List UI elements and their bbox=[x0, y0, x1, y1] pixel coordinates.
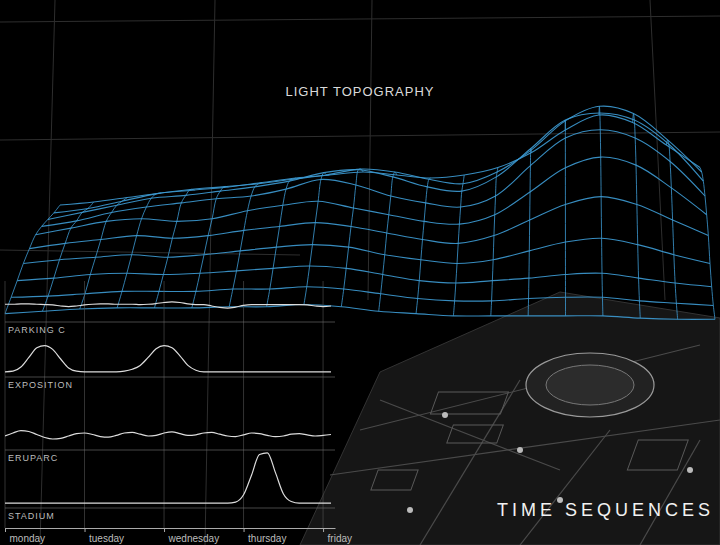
map-road bbox=[360, 345, 700, 430]
tick-label: thursday bbox=[248, 533, 286, 544]
mesh-column bbox=[565, 120, 566, 316]
grid-line bbox=[323, 281, 324, 528]
map-road bbox=[330, 420, 720, 475]
series-line bbox=[5, 431, 331, 439]
map-road bbox=[420, 380, 520, 545]
mesh-row bbox=[29, 197, 708, 249]
mesh-column bbox=[304, 173, 330, 305]
series-label: PARKING C bbox=[8, 325, 66, 335]
tick-mark bbox=[244, 528, 245, 532]
tick-label: friday bbox=[328, 533, 352, 544]
series-label: EXPOSITION bbox=[8, 380, 73, 390]
map-road bbox=[520, 430, 610, 545]
mesh-row bbox=[5, 304, 715, 319]
series-line bbox=[5, 302, 331, 308]
mesh-row bbox=[17, 266, 711, 287]
x-axis: monday tuesday wednesday thursday friday bbox=[6, 528, 353, 544]
mesh-column bbox=[491, 168, 498, 316]
mesh-row bbox=[23, 238, 710, 263]
series-line bbox=[5, 346, 331, 372]
map-light bbox=[407, 507, 413, 513]
tick-label: tuesday bbox=[89, 533, 124, 544]
series-line bbox=[5, 453, 331, 503]
background bbox=[0, 0, 720, 545]
series-labels: PARKING C EXPOSITION ERUPARC STADIUM bbox=[5, 322, 335, 521]
backdrop-line bbox=[40, 0, 55, 545]
series-label: ERUPARC bbox=[8, 453, 58, 463]
map-building bbox=[627, 440, 688, 470]
mesh-column bbox=[599, 106, 603, 316]
backdrop-line bbox=[650, 0, 665, 300]
site-map bbox=[300, 292, 720, 545]
tick-mark bbox=[323, 528, 324, 532]
map-stadium-field bbox=[546, 365, 634, 405]
mesh-column bbox=[416, 178, 430, 314]
mesh-row bbox=[36, 157, 707, 235]
surface-mesh bbox=[5, 106, 715, 319]
map-stadium bbox=[526, 353, 654, 417]
strip-rule bbox=[5, 450, 335, 451]
mesh-column bbox=[229, 183, 262, 307]
backdrop-line bbox=[368, 0, 372, 300]
grid-line bbox=[5, 281, 6, 528]
tick-label: monday bbox=[10, 533, 46, 544]
map-light bbox=[687, 467, 693, 473]
tick: friday bbox=[324, 528, 352, 544]
chart-title: LIGHT TOPOGRAPHY bbox=[286, 84, 435, 99]
backdrop-line bbox=[0, 132, 720, 140]
map-light bbox=[442, 412, 448, 418]
tick: monday bbox=[6, 528, 46, 544]
tick-mark bbox=[5, 528, 6, 532]
mesh-column bbox=[453, 175, 464, 316]
chart-title: TIME SEQUENCES bbox=[497, 500, 714, 520]
map-road bbox=[640, 440, 700, 545]
mesh-row bbox=[11, 287, 713, 306]
strip-rule bbox=[5, 377, 335, 378]
grid-line bbox=[243, 281, 244, 528]
grid-line bbox=[84, 281, 85, 528]
strip-rule bbox=[5, 508, 335, 509]
x-grid bbox=[5, 281, 323, 528]
map-building bbox=[371, 470, 418, 490]
map-building bbox=[447, 425, 504, 443]
tick-label: wednesday bbox=[168, 533, 220, 544]
backdrop-line bbox=[0, 250, 300, 255]
mesh-column bbox=[341, 169, 363, 307]
tick: tuesday bbox=[85, 528, 124, 544]
map-road bbox=[380, 400, 560, 470]
page: LIGHT TOPOGRAPHY PARKING C EXPOSITION ERUPA… bbox=[0, 0, 720, 545]
map-building bbox=[430, 392, 508, 414]
map-light bbox=[517, 447, 523, 453]
tick: thursday bbox=[244, 528, 286, 544]
mesh-row bbox=[60, 115, 700, 205]
axis-line bbox=[6, 528, 336, 529]
series-label: STADIUM bbox=[8, 511, 55, 521]
mesh-column bbox=[633, 114, 641, 319]
tick: wednesday bbox=[165, 528, 220, 544]
mesh-column bbox=[154, 189, 194, 308]
mesh-column bbox=[528, 148, 531, 315]
lines bbox=[5, 302, 331, 503]
mesh-row bbox=[48, 113, 704, 220]
tick-mark bbox=[164, 528, 165, 532]
mesh-column bbox=[700, 168, 715, 320]
grid-line bbox=[164, 281, 165, 528]
backdrop-grid bbox=[0, 0, 720, 545]
strip-rule bbox=[5, 322, 335, 323]
map-ground bbox=[300, 292, 720, 545]
backdrop-line bbox=[0, 16, 720, 22]
tick-mark bbox=[85, 528, 86, 532]
